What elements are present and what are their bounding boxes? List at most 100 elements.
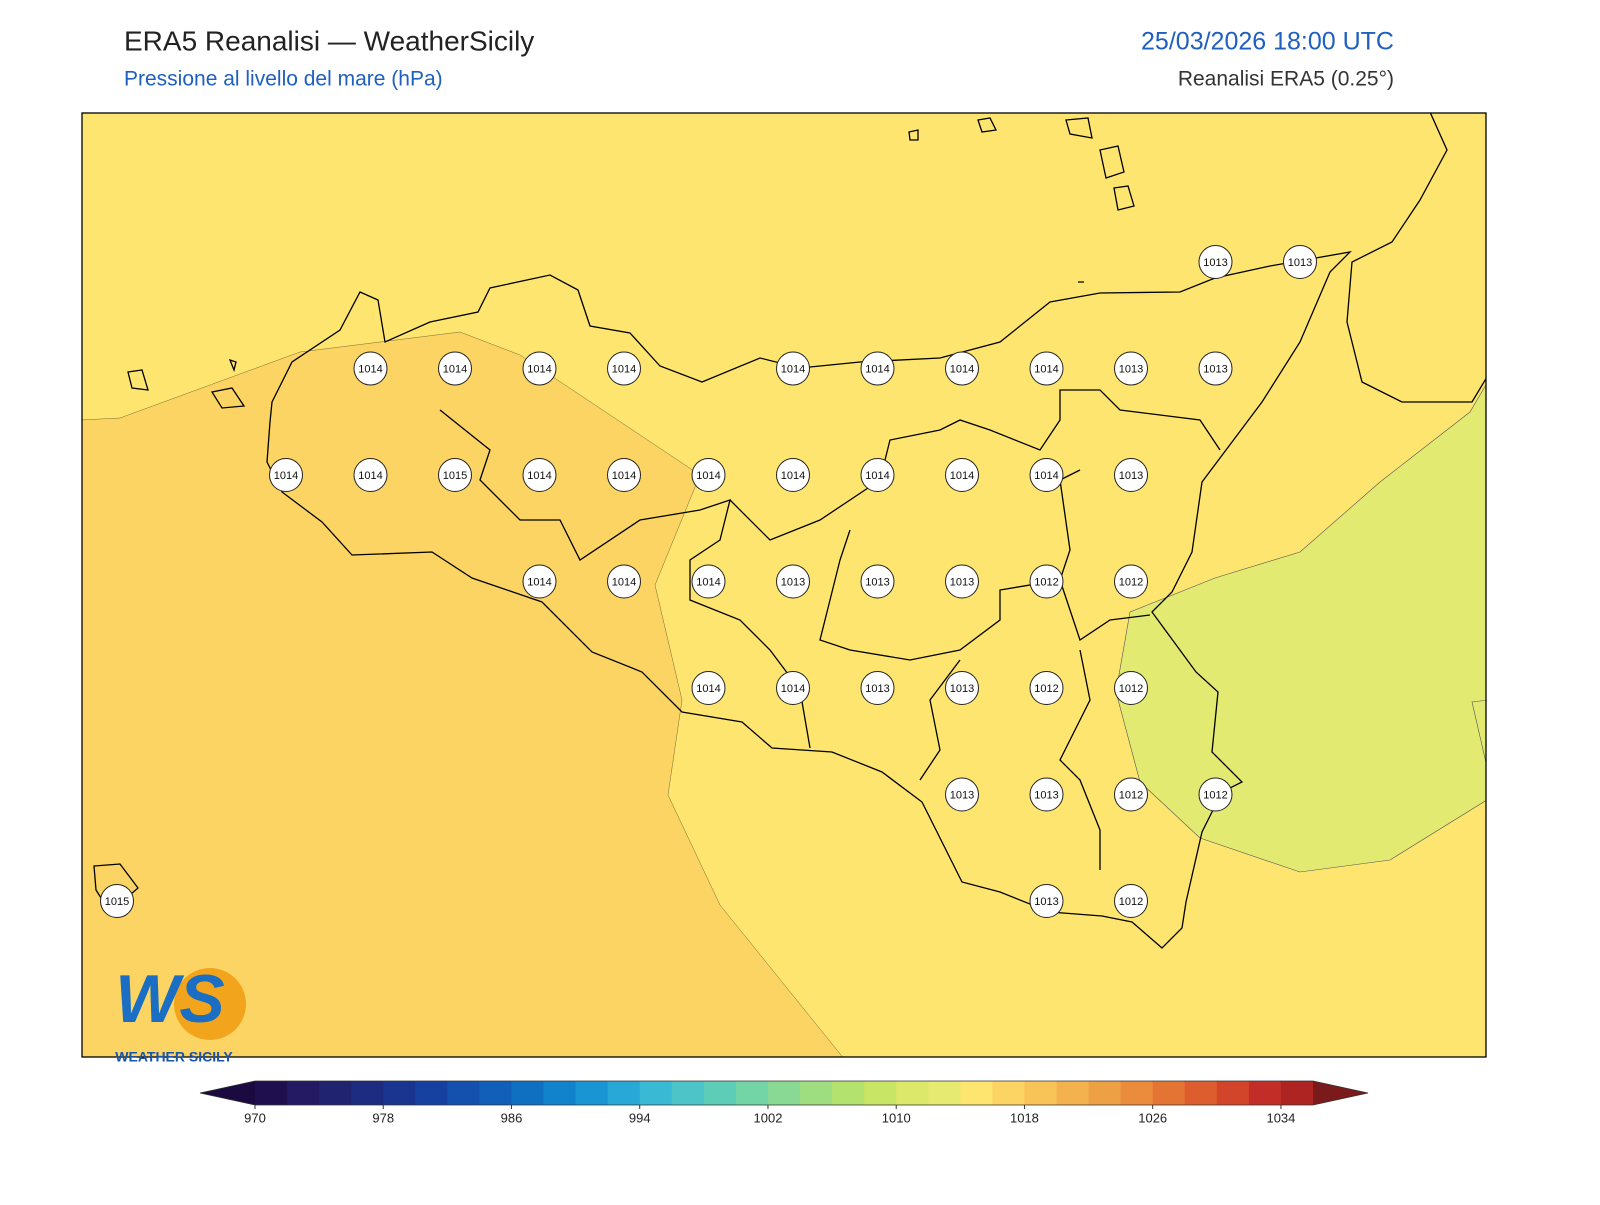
- colorbar-bin: [447, 1081, 480, 1105]
- colorbar-bin: [607, 1081, 641, 1105]
- colorbar-bin: [992, 1081, 1025, 1105]
- coastline: [1346, 113, 1486, 403]
- colorbar-tick-label: 1002: [754, 1110, 783, 1125]
- colorbar-bin: [511, 1081, 545, 1105]
- station-value: 1014: [443, 363, 467, 375]
- station-value: 1014: [1034, 363, 1058, 375]
- colorbar-bin: [1024, 1081, 1058, 1105]
- station-marker: [607, 458, 641, 492]
- colorbar-bin: [800, 1081, 833, 1105]
- station-marker: [860, 564, 895, 599]
- station-value: 1012: [1119, 896, 1143, 908]
- station-value: 1014: [696, 470, 720, 482]
- station-value: 1013: [1034, 896, 1058, 908]
- pressure-band: [82, 331, 843, 1057]
- colorbar-tick-label: 1010: [882, 1110, 911, 1125]
- colorbar-bin: [960, 1081, 993, 1105]
- colorbar-bin: [575, 1081, 609, 1105]
- contour: [1471, 699, 1486, 765]
- colorbar-tick-label: 994: [629, 1110, 651, 1125]
- colorbar-outline: [199, 1080, 1369, 1106]
- colorbar-bin: [639, 1081, 673, 1105]
- station-value: 1015: [105, 896, 129, 908]
- colorbar-bin: [383, 1081, 416, 1105]
- colorbar-bin: [767, 1081, 801, 1105]
- colorbar-bin: [928, 1081, 961, 1105]
- logo-text: WEATHER SICILY: [115, 1049, 233, 1065]
- colorbar-bin: [287, 1081, 320, 1105]
- station-marker: [691, 671, 726, 705]
- station-marker: [1029, 884, 1064, 918]
- colorbar-bin: [735, 1081, 769, 1105]
- station-marker: [1029, 564, 1064, 599]
- colorbar-bin: [1120, 1081, 1154, 1105]
- station-marker: [1029, 458, 1064, 492]
- colorbar: 970 978 986 994 1002 1010 1018 1026 1034: [199, 1080, 1369, 1125]
- title: ERA5 Reanalisi — WeatherSicily: [124, 25, 534, 56]
- colorbar-bin: [543, 1081, 577, 1105]
- station-value: 1013: [1119, 363, 1143, 375]
- colorbar-bin: [1056, 1081, 1090, 1105]
- station-marker: [1114, 351, 1148, 386]
- station-value: 1012: [1203, 789, 1227, 801]
- station-value: 1014: [950, 470, 974, 482]
- colorbar-bin: [703, 1081, 737, 1105]
- colorbar-extend-high: [1313, 1081, 1368, 1105]
- station-value: 1013: [1288, 257, 1312, 269]
- station-marker: [1029, 351, 1064, 386]
- station-value: 1014: [612, 576, 636, 588]
- station-marker: [776, 351, 810, 386]
- station-marker: [522, 351, 557, 386]
- colorbar-tick-label: 970: [244, 1110, 266, 1125]
- datetime: 25/03/2026 18:00 UTC: [1141, 28, 1394, 56]
- boundary: [439, 389, 1221, 870]
- station-value: 1014: [696, 683, 720, 695]
- station-value: 1014: [358, 470, 382, 482]
- station-value: 1013: [865, 576, 889, 588]
- station-marker: [438, 458, 472, 492]
- station-marker: [353, 351, 388, 386]
- station-marker: [691, 458, 726, 492]
- station-value: 1013: [781, 576, 805, 588]
- colorbar-bin: [1152, 1081, 1186, 1105]
- station-value: 1014: [527, 363, 551, 375]
- station-marker: [1114, 884, 1148, 918]
- station-marker: [945, 351, 979, 386]
- colorbar-tick-label: 986: [501, 1110, 523, 1125]
- colorbar-tick-label: 1026: [1138, 1110, 1167, 1125]
- coastline: [266, 251, 1352, 949]
- station-marker: [945, 777, 979, 812]
- logo-letters: WS: [115, 961, 225, 1037]
- station-marker: [438, 351, 472, 386]
- station-marker: [1114, 564, 1148, 599]
- colorbar-bin: [1216, 1081, 1250, 1105]
- colorbar-bin: [1248, 1081, 1282, 1105]
- station-value: 1014: [527, 576, 551, 588]
- station-value: 1013: [950, 789, 974, 801]
- station-marker: [1114, 458, 1148, 492]
- station-marker: [522, 564, 557, 599]
- station-marker: [776, 458, 810, 492]
- colorbar-bin: [479, 1081, 512, 1105]
- station-value: 1014: [696, 576, 720, 588]
- station-marker: [1114, 671, 1148, 705]
- map-frame: [81, 112, 1487, 1058]
- station-value: 1012: [1034, 683, 1058, 695]
- station-marker: [1114, 777, 1148, 812]
- station-marker: [945, 671, 979, 705]
- station-value: 1013: [1119, 470, 1143, 482]
- station-marker: [522, 458, 557, 492]
- station-value: 1014: [781, 470, 805, 482]
- logo-sun: [174, 968, 246, 1040]
- station-marker: [1198, 777, 1233, 812]
- colorbar-bin: [832, 1081, 865, 1105]
- station-value: 1013: [1203, 257, 1227, 269]
- station-marker: [776, 564, 810, 599]
- colorbar-bin: [864, 1081, 897, 1105]
- station-value: 1014: [865, 363, 889, 375]
- station-marker: [269, 458, 303, 492]
- station-marker: [1029, 671, 1064, 705]
- station-value: 1015: [443, 470, 467, 482]
- station-marker: [860, 458, 895, 492]
